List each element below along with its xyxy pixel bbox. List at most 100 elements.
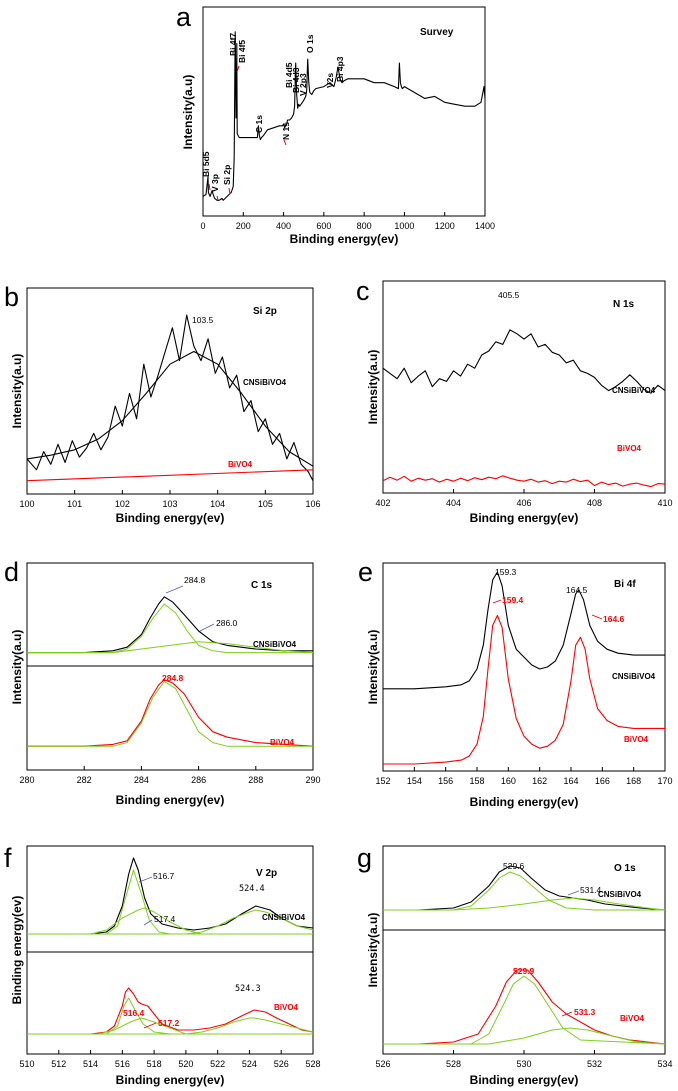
chart-title-g: O 1s [614,863,636,874]
series-label-f-cnsibivo4: CNSiBiVO4 [262,913,306,922]
annotation-bi-4f7: Bi 4f7 [228,33,238,56]
panel-a: a 0 200 400 600 800 1000 1200 1400 Survey Bindi… [176,2,495,246]
series-label-d-bivo4: BiVO4 [270,738,295,747]
peak-annotations-a: Bi 5d5 V 3p Si 2p Bi 4f7 Bi 4f5 C 1s N 1… [201,33,345,201]
y-axis-label-d: Intensity(a.u) [10,630,24,705]
x-tick-label-a-2: 400 [276,221,291,231]
series-line-b-2 [26,469,314,482]
plot-frame-b [26,287,314,495]
panel-c: c 402 404 406 408 410 N 1s Binding energy(ev… [356,276,673,525]
x-tick-label-a-4: 800 [357,221,372,231]
x-tick-label-d-5: 290 [305,775,320,785]
x-tick-label-e-7: 166 [595,776,610,786]
annotation-103-5: 103.5 [192,315,214,325]
series-line-g-5 [383,1027,666,1045]
x-tick-label-f-9: 528 [305,1059,320,1069]
x-axis-label-e: Binding energy(ev) [470,795,579,809]
x-tick-label-a-3: 600 [316,221,331,231]
x-tick-label-d-2: 284 [134,775,149,785]
x-tick-label-e-9: 170 [657,776,672,786]
series-label-e-cnsibivo4: CNSiBiVO4 [612,672,656,681]
annotation-405-5: 405.5 [498,290,520,300]
x-tick-label-a-1: 200 [236,221,251,231]
chart-title-b: Si 2p [253,306,277,317]
y-axis-label-g: Intensity(a.u) [366,913,380,988]
x-tick-label-e-8: 168 [626,776,641,786]
x-tick-label-d-4: 288 [248,775,263,785]
annotation-bi-5d5: Bi 5d5 [201,151,211,177]
x-tick-label-f-1: 512 [51,1059,66,1069]
annotation-284-8-bivo4: 284.8 [162,673,184,683]
panel-label-f: f [4,843,12,873]
series-line-d-0 [27,596,313,654]
annotation-bi-4d3: Bi 4d3 [291,67,301,93]
panel-f: f 510 512 514 516 518 520 522 524 526 528 V 2p Bi… [4,843,321,1087]
annotation-159-3: 159.3 [495,567,517,577]
annotation-164-5: 164.5 [566,585,588,595]
panel-label-e: e [358,557,373,587]
plot-frame-e [382,562,666,772]
x-axis-label-a: Binding energy(ev) [290,232,399,246]
series-label-g-bivo4: BiVO4 [620,1014,645,1023]
series-line-b-1 [26,350,314,467]
series-line-g-4 [383,975,666,1045]
x-tick-label-f-6: 522 [210,1059,225,1069]
chart-title-f: V 2p [256,868,277,879]
x-tick-label-e-2: 156 [438,776,453,786]
series-line-g-3 [383,969,666,1045]
x-ticks-e: 152 154 156 158 160 162 164 166 168 170 [375,767,673,786]
annotation-529-6: 529.6 [503,861,525,871]
x-tick-label-c-3: 408 [587,498,602,508]
x-tick-label-d-1: 282 [77,775,92,785]
annotation-529-9: 529.9 [513,966,535,976]
x-tick-label-b-1: 101 [67,499,82,509]
series-f [27,857,314,1035]
x-tick-label-e-3: 158 [469,776,484,786]
series-label-c-bivo4: BiVO4 [617,444,642,453]
x-tick-label-b-4: 104 [210,499,225,509]
annotation-bi-4d5: Bi 4d5 [284,62,294,88]
x-tick-label-a-6: 1200 [435,221,455,231]
plot-frame-f [26,845,314,1055]
x-tick-label-c-1: 404 [446,498,461,508]
series-line-f-4 [27,987,314,1035]
annotation-o-1s: O 1s [305,34,315,53]
series-line-f-7 [27,1017,314,1035]
chart-title-e: Bi 4f [614,579,636,590]
x-ticks-a: 0 200 400 600 800 1000 1200 1400 [200,212,495,231]
x-axis-label-f: Binding energy(ev) [116,1073,225,1087]
y-axis-label-a: Intensity(a.u) [181,75,195,150]
x-tick-label-f-5: 520 [178,1059,193,1069]
annotation-c-1s: C 1s [254,115,264,133]
x-tick-label-b-0: 100 [19,499,34,509]
x-tick-label-f-2: 514 [83,1059,98,1069]
series-label-g-cnsibivo4: CNSiBiVO4 [598,890,642,899]
x-tick-label-e-5: 162 [532,776,547,786]
x-tick-label-e-6: 164 [563,776,578,786]
annotation-517-4: 517.4 [154,914,176,924]
plot-frame-a [202,6,486,217]
panel-b: b 100 101 102 103 104 105 106 Si 2p Binding en… [4,282,321,525]
x-tick-label-b-3: 103 [162,499,177,509]
panel-label-c: c [356,276,370,306]
series-line-f-3 [27,909,314,935]
x-tick-label-g-1: 528 [446,1059,461,1069]
series-line-g-0 [383,865,666,911]
annotation-286-0: 286.0 [216,618,238,628]
x-tick-label-e-1: 154 [407,776,422,786]
x-axis-label-d: Binding energy(ev) [116,793,225,807]
x-ticks-g: 526 528 530 532 534 [375,1050,673,1069]
series-line-f-6 [27,1017,313,1035]
series-line-f-2 [27,907,313,935]
panel-e: e 152 154 156 158 160 162 164 166 168 170 Bi 4f B… [358,557,673,809]
x-tick-label-d-3: 286 [191,775,206,785]
annotation-517-2: 517.2 [158,1018,180,1028]
x-tick-label-d-0: 280 [19,775,34,785]
panel-label-a: a [176,2,192,32]
panel-label-b: b [4,282,19,312]
series-label-b-bivo4: BiVO4 [228,460,253,469]
series-line-f-1 [27,869,313,935]
series-label-d-cnsibivo4: CNSiBiVO4 [253,640,297,649]
x-tick-label-g-3: 532 [587,1059,602,1069]
series-label-c-cnsibivo4: CNSiBiVO4 [612,386,656,395]
